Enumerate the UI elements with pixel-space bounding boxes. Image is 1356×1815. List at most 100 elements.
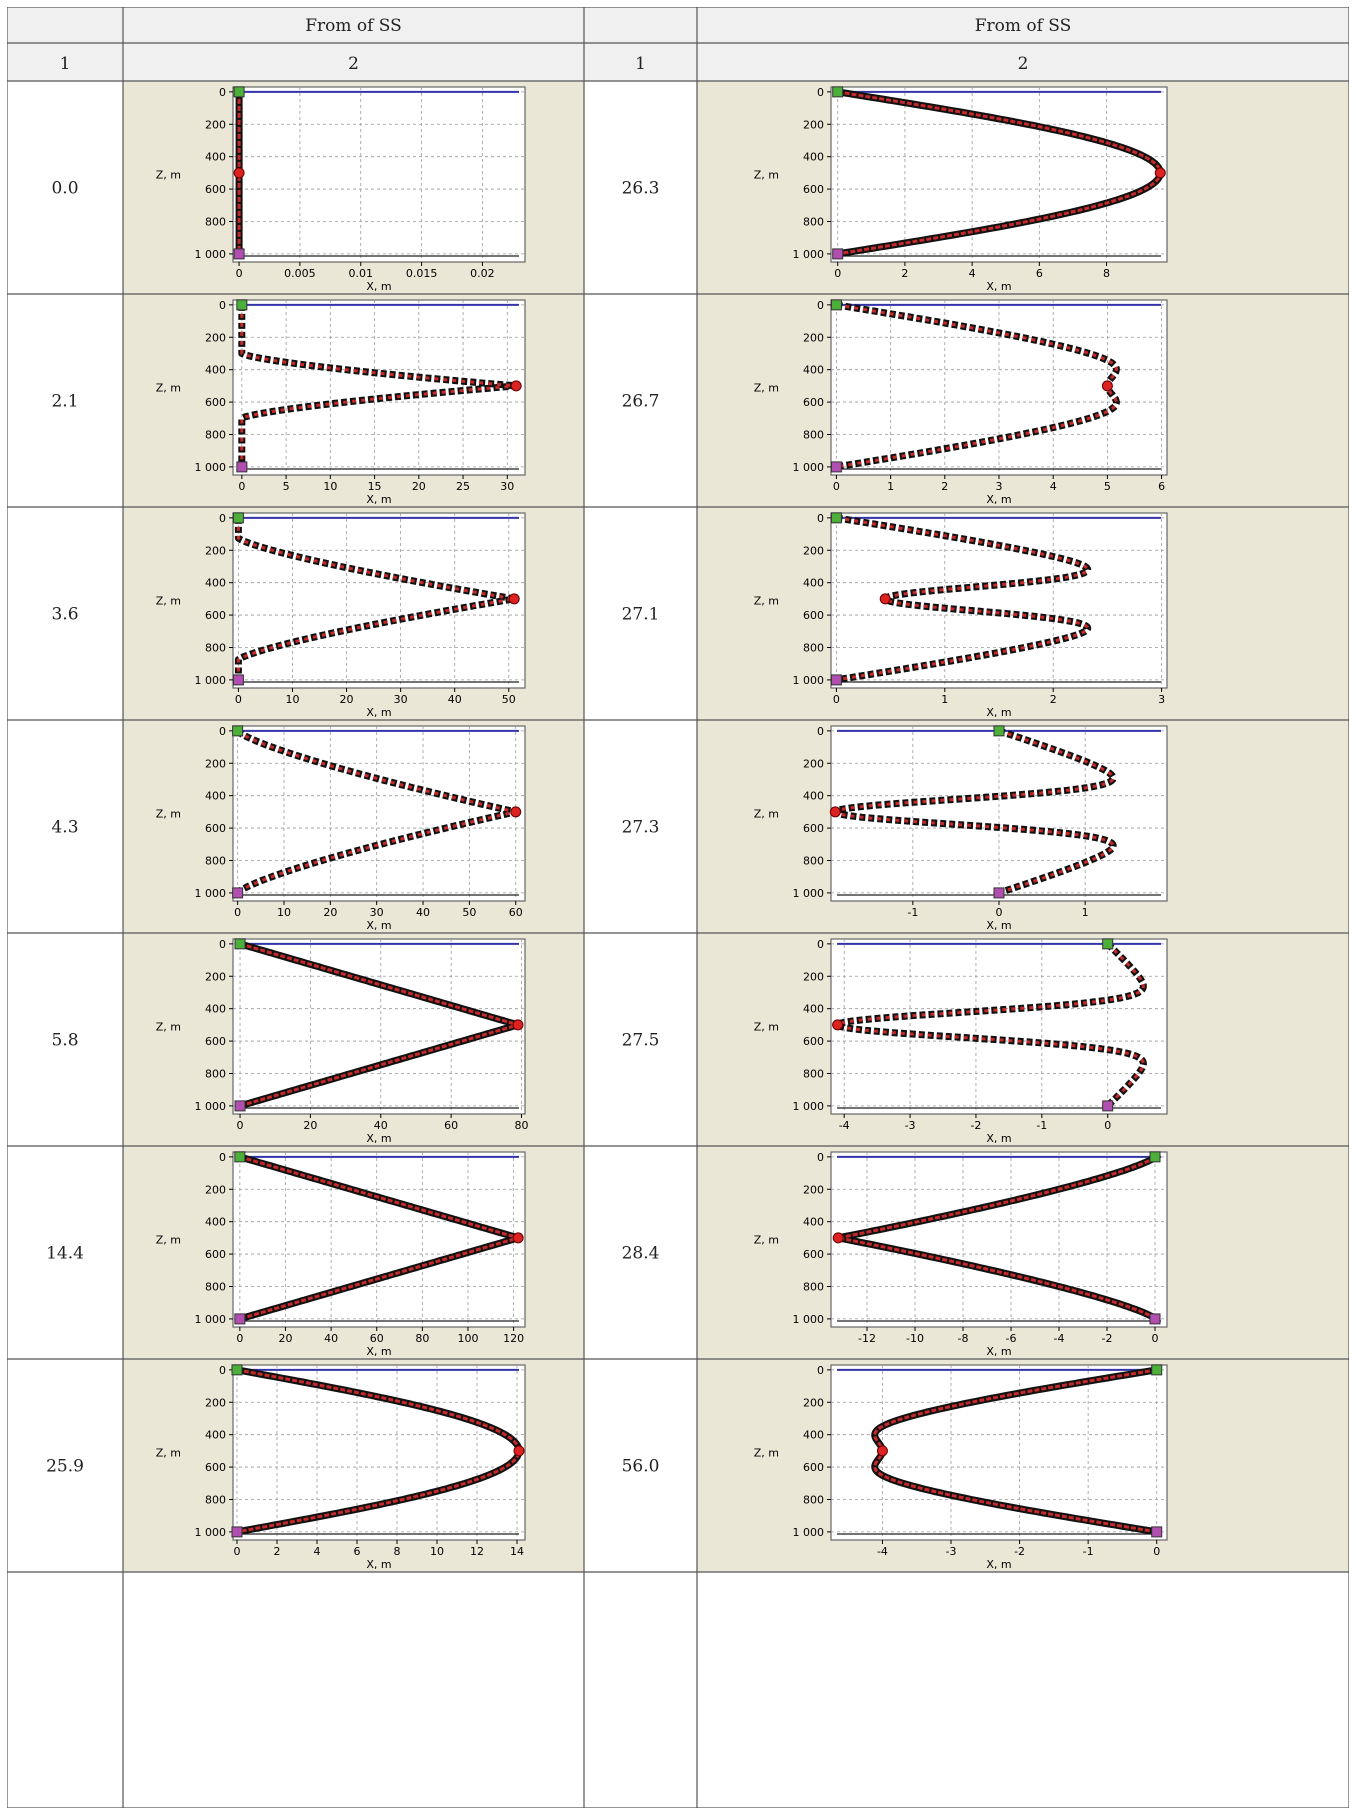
y-tick-label: 800	[803, 641, 824, 654]
chart-26.7: 0 1 2 3 4 5 6 0 200 400 600 800 1 000 X, m Z, m	[754, 299, 1168, 506]
y-tick-label: 200	[205, 1396, 226, 1409]
mid-node-marker	[510, 380, 522, 392]
x-tick-label: 2	[274, 1545, 281, 1558]
top-node-marker	[232, 725, 244, 737]
x-tick-label: -12	[858, 1332, 876, 1345]
plot-frame	[232, 1151, 526, 1328]
x-tick-label: 1	[1082, 906, 1089, 919]
x-tick-label: 1	[941, 693, 948, 706]
bottom-node-marker	[233, 248, 245, 260]
bottom-node-marker	[1151, 1526, 1163, 1538]
y-tick-label: 200	[803, 544, 824, 557]
header-col-number: 2	[348, 54, 359, 74]
x-tick-label: 8	[394, 1545, 401, 1558]
mid-node-marker	[876, 1445, 888, 1457]
row-parameter-label: 14.4	[46, 1244, 84, 1264]
mid-node-marker	[1101, 380, 1113, 392]
x-tick-label: 20	[303, 1119, 317, 1132]
top-node-marker	[233, 86, 245, 98]
x-tick-label: -1	[1083, 1545, 1094, 1558]
y-axis-label: Z, m	[754, 1447, 779, 1460]
x-tick-label: 2	[941, 480, 948, 493]
plot-frame	[830, 86, 1168, 263]
mid-node-marker	[510, 806, 522, 818]
y-tick-label: 1 000	[195, 1100, 227, 1113]
x-axis-label: X, m	[986, 919, 1011, 932]
row-parameter-label: 4.3	[51, 818, 78, 838]
x-tick-label: 0	[1153, 1545, 1160, 1558]
x-tick-label: 6	[1036, 267, 1043, 280]
x-axis-label: X, m	[986, 706, 1011, 719]
y-tick-label: 0	[817, 299, 824, 312]
x-tick-label: 0	[1104, 1119, 1111, 1132]
y-tick-label: 200	[803, 118, 824, 131]
y-axis-label: Z, m	[156, 1447, 181, 1460]
y-tick-label: 400	[803, 364, 824, 377]
y-tick-label: 200	[205, 544, 226, 557]
x-tick-label: 0	[833, 480, 840, 493]
x-tick-label: 0	[237, 1119, 244, 1132]
y-tick-label: 600	[205, 1461, 226, 1474]
mid-node-marker	[233, 167, 245, 179]
chart-25.9: 0 2 4 6 8 10 12 14 0 200 400 600 800 1 000 X, m Z, m	[156, 1364, 526, 1571]
top-node-marker	[234, 1151, 246, 1163]
y-tick-label: 600	[205, 396, 226, 409]
bottom-node-marker	[234, 1100, 246, 1112]
y-tick-label: 200	[205, 118, 226, 131]
y-tick-label: 200	[803, 1183, 824, 1196]
y-tick-label: 0	[219, 1151, 226, 1164]
x-tick-label: 3	[996, 480, 1003, 493]
y-tick-label: 600	[803, 183, 824, 196]
x-axis-label: X, m	[986, 1345, 1011, 1358]
y-tick-label: 800	[803, 1493, 824, 1506]
mid-node-marker	[832, 1019, 844, 1031]
x-tick-label: 10	[323, 480, 337, 493]
y-tick-label: 800	[205, 1067, 226, 1080]
row-parameter-label: 26.7	[622, 392, 660, 412]
y-tick-label: 400	[205, 364, 226, 377]
x-tick-label: 12	[470, 1545, 484, 1558]
x-axis-label: X, m	[366, 280, 391, 293]
x-tick-label: 6	[354, 1545, 361, 1558]
y-tick-label: 1 000	[195, 887, 227, 900]
y-tick-label: 0	[817, 1151, 824, 1164]
chart-27.1: 0 1 2 3 0 200 400 600 800 1 000 X, m Z, m	[754, 512, 1168, 719]
y-axis-label: Z, m	[754, 1234, 779, 1247]
y-tick-label: 400	[205, 1003, 226, 1016]
x-tick-label: -6	[1006, 1332, 1017, 1345]
header-col-number: 1	[635, 54, 646, 74]
y-tick-label: 600	[803, 609, 824, 622]
y-tick-label: 200	[205, 331, 226, 344]
header-col-number: 1	[60, 54, 71, 74]
results-table: 1 From of SS 2 1 From of SS 2 0.0 0 0.005 0.01 0.0…	[7, 7, 1349, 1808]
y-axis-label: Z, m	[156, 169, 181, 182]
chart-2.1: 0 5 10 15 20 25 30 0 200 400 600 800 1 000 X, m Z, m	[156, 299, 526, 506]
x-tick-label: 6	[1158, 480, 1165, 493]
y-tick-label: 1 000	[793, 461, 825, 474]
chart-27.3: -1 0 1 0 200 400 600 800 1 000 X, m Z, m	[754, 725, 1168, 932]
x-tick-label: 25	[456, 480, 470, 493]
x-tick-label: 2	[901, 267, 908, 280]
y-tick-label: 400	[803, 577, 824, 590]
header-title: From of SS	[305, 16, 402, 36]
y-tick-label: 400	[803, 151, 824, 164]
y-tick-label: 400	[205, 577, 226, 590]
x-axis-label: X, m	[986, 1132, 1011, 1145]
bottom-node-marker	[232, 674, 244, 686]
plot-frame	[232, 725, 526, 902]
y-tick-label: 0	[219, 725, 226, 738]
x-tick-label: 15	[368, 480, 382, 493]
mid-node-marker	[1154, 167, 1166, 179]
y-tick-label: 0	[219, 1364, 226, 1377]
x-tick-label: -2	[1014, 1545, 1025, 1558]
mode-shape-curve	[236, 517, 515, 680]
y-tick-label: 1 000	[195, 1526, 227, 1539]
y-tick-label: 200	[803, 331, 824, 344]
x-tick-label: 0.015	[406, 267, 438, 280]
x-tick-label: 40	[448, 693, 462, 706]
top-node-marker	[830, 299, 842, 311]
y-tick-label: 0	[817, 1364, 824, 1377]
top-node-marker	[1149, 1151, 1161, 1163]
x-tick-label: 0	[236, 1332, 243, 1345]
